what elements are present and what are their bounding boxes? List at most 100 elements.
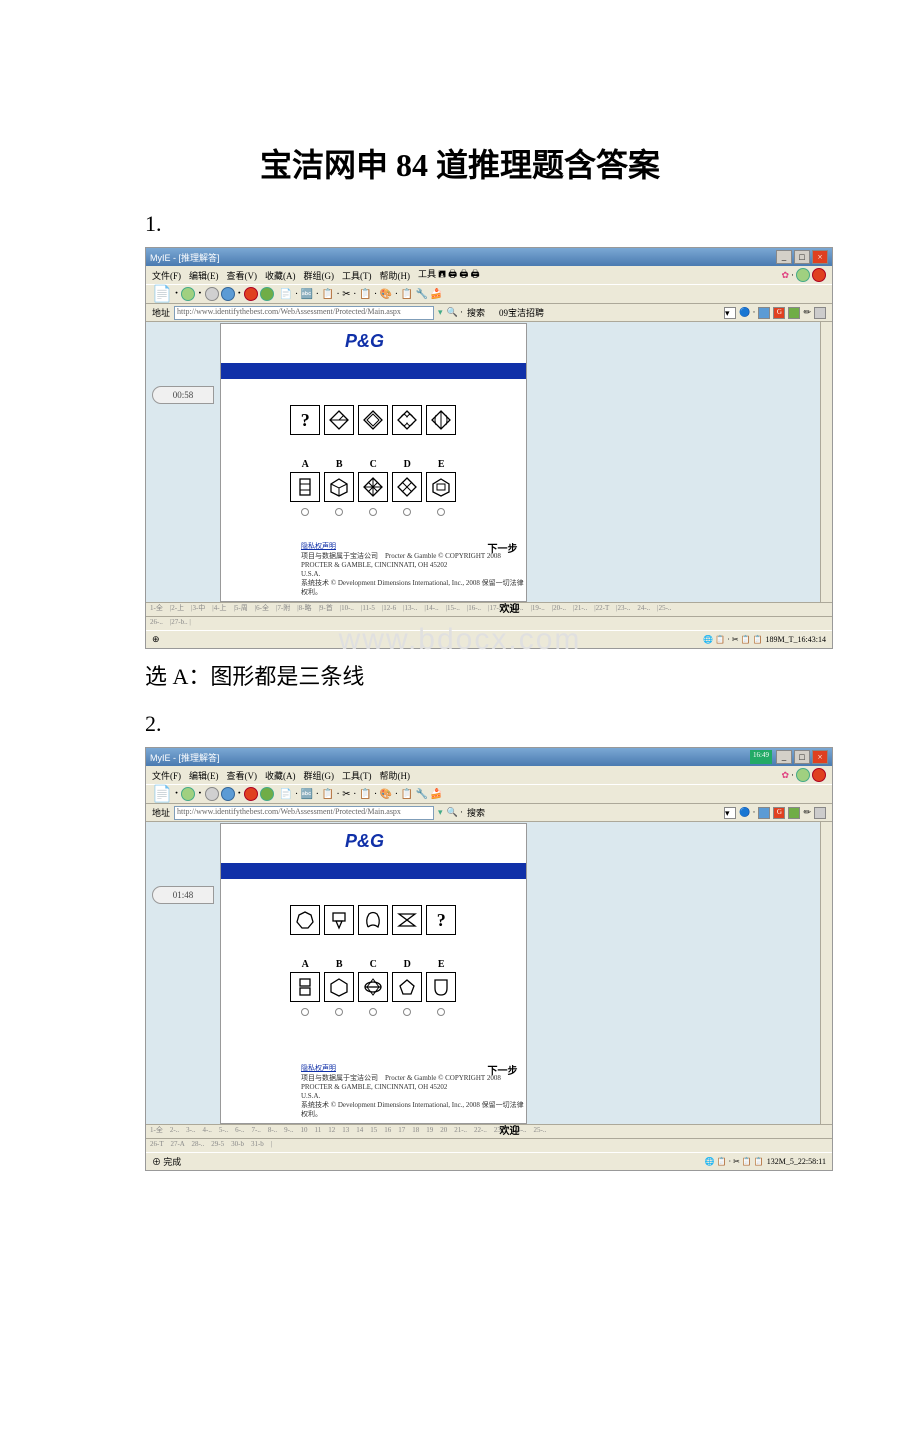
addr-icon-3[interactable] bbox=[758, 307, 770, 319]
option2-a-radio[interactable] bbox=[301, 1008, 309, 1016]
option2-d-radio[interactable] bbox=[403, 1008, 411, 1016]
menu-help[interactable]: 帮助(H) bbox=[380, 269, 411, 282]
menu-file-2[interactable]: 文件(F) bbox=[152, 769, 181, 782]
puzzle-shape-4 bbox=[392, 405, 422, 435]
stop-icon[interactable] bbox=[812, 268, 826, 282]
nav-blue-icon-2[interactable] bbox=[221, 787, 235, 801]
address-input[interactable]: http://www.identifythebest.com/WebAssess… bbox=[174, 306, 434, 320]
option2-b-radio[interactable] bbox=[335, 1008, 343, 1016]
nav-back-icon-2[interactable] bbox=[181, 787, 195, 801]
menu-tools-2[interactable]: 工具(T) bbox=[342, 769, 372, 782]
status-icons-2: 🌐 📋 · ✂ 📋 📋 bbox=[705, 1157, 764, 1166]
option-c-radio[interactable] bbox=[369, 508, 377, 516]
tab-bar-4[interactable]: 26-T 27-A 28-.. 29-5 30-b 31-b | bbox=[146, 1138, 832, 1152]
menu-bar-2: 文件(F) 编辑(E) 查看(V) 收藏(A) 群组(G) 工具(T) 帮助(H… bbox=[146, 766, 832, 784]
option-e-radio[interactable] bbox=[437, 508, 445, 516]
addr-icon-2b[interactable]: 🔵 · bbox=[739, 807, 755, 818]
close-button[interactable]: × bbox=[812, 250, 828, 264]
window-controls: _ □ × bbox=[776, 250, 828, 264]
privacy-link-2[interactable]: 隐私权声明 bbox=[301, 1064, 336, 1072]
back-icon-2[interactable] bbox=[796, 768, 810, 782]
option2-d-shape bbox=[392, 972, 422, 1002]
maximize-button[interactable]: □ bbox=[794, 250, 810, 264]
addr-icon-4[interactable]: G bbox=[773, 307, 785, 319]
addr-icon-5[interactable] bbox=[788, 307, 800, 319]
nav-back-icon[interactable] bbox=[181, 287, 195, 301]
menu-edit-2[interactable]: 编辑(E) bbox=[189, 769, 219, 782]
option2-b-label: B bbox=[336, 959, 343, 970]
tab-bar[interactable]: 1-全 |2-上 |3-中 |4-上 |5-周 |6-全 |7-附 |8-略 |… bbox=[146, 602, 832, 616]
addr-icon-4b[interactable]: G bbox=[773, 807, 785, 819]
option-a-radio[interactable] bbox=[301, 508, 309, 516]
option-d-radio[interactable] bbox=[403, 508, 411, 516]
toolbar-icons-2: 📄 · 🔤 · 📋 · ✂ · 📋 · 🎨 · 📋 🔧 🍰 bbox=[280, 789, 443, 800]
scrollbar[interactable] bbox=[820, 322, 832, 602]
tab-bar-3[interactable]: 1-全 2-.. 3-.. 4-.. 5-.. 6-.. 7-.. 8-.. 9… bbox=[146, 1124, 832, 1138]
go-icon-2[interactable]: ▾ bbox=[438, 807, 443, 818]
footer-tech: 系统技术 © Development Dimensions Internatio… bbox=[301, 579, 524, 596]
address-right-icons: ▾ 🔵 · G ✏ bbox=[724, 307, 826, 319]
addr-icon-2[interactable]: 🔵 · bbox=[739, 307, 755, 318]
flower-icon[interactable]: ✿ bbox=[781, 270, 789, 281]
option2-c-radio[interactable] bbox=[369, 1008, 377, 1016]
puzzle2-shape-4 bbox=[392, 905, 422, 935]
menu-file[interactable]: 文件(F) bbox=[152, 269, 181, 282]
nav-forward-icon-2[interactable] bbox=[205, 787, 219, 801]
toolbar-home-icon[interactable]: 📄 bbox=[152, 284, 172, 304]
nav-blue-icon[interactable] bbox=[221, 287, 235, 301]
tab-bar-2[interactable]: 26-.. |27-b.. | bbox=[146, 616, 832, 630]
status-right: 🌐 📋 · ✂ 📋 📋 189M_T_16:43:14 bbox=[703, 635, 826, 644]
addr-icon-7[interactable] bbox=[814, 307, 826, 319]
small-time-badge: 16:49 bbox=[750, 750, 772, 764]
addr-icon-1b[interactable]: ▾ bbox=[724, 807, 736, 819]
search-icon-2[interactable]: 🔍 · bbox=[447, 807, 463, 818]
menu-fav-2[interactable]: 收藏(A) bbox=[265, 769, 296, 782]
option2-e-radio[interactable] bbox=[437, 1008, 445, 1016]
menu-right-icons: ✿ · bbox=[781, 268, 826, 282]
addr-icon-6b[interactable]: ✏ bbox=[803, 807, 811, 818]
option-c-label: C bbox=[370, 459, 377, 470]
stop-icon-2[interactable] bbox=[812, 768, 826, 782]
back-icon[interactable] bbox=[796, 268, 810, 282]
addr-icon-7b[interactable] bbox=[814, 807, 826, 819]
main-panel-2: P&G 欢迎 ? A B bbox=[220, 823, 527, 1124]
scrollbar-2[interactable] bbox=[820, 822, 832, 1124]
screenshot-2: MyIE - [推理解答] 16:49 _ □ × 文件(F) 编辑(E) 查看… bbox=[145, 747, 833, 1171]
nav-forward-icon[interactable] bbox=[205, 287, 219, 301]
close-button-2[interactable]: × bbox=[812, 750, 828, 764]
menu-edit[interactable]: 编辑(E) bbox=[189, 269, 219, 282]
minimize-button[interactable]: _ bbox=[776, 250, 792, 264]
addr-icon-3b[interactable] bbox=[758, 807, 770, 819]
go-icon[interactable]: ▾ bbox=[438, 307, 443, 318]
svg-text:P&G: P&G bbox=[345, 831, 384, 851]
option-b-radio[interactable] bbox=[335, 508, 343, 516]
footer-text: 隐私权声明 项目与数据属于宝洁公司 Procter & Gamble © COP… bbox=[301, 542, 526, 597]
minimize-button-2[interactable]: _ bbox=[776, 750, 792, 764]
nav-stop-icon[interactable] bbox=[244, 287, 258, 301]
option-b-shape bbox=[324, 472, 354, 502]
addr-icon-6[interactable]: ✏ bbox=[803, 307, 811, 318]
address-input-2[interactable]: http://www.identifythebest.com/WebAssess… bbox=[174, 806, 434, 820]
nav-refresh-icon-2[interactable] bbox=[260, 787, 274, 801]
puzzle2-question: ? bbox=[426, 905, 456, 935]
menu-view-2[interactable]: 查看(V) bbox=[227, 769, 258, 782]
nav-stop-icon-2[interactable] bbox=[244, 787, 258, 801]
menu-tools[interactable]: 工具(T) bbox=[342, 269, 372, 282]
nav-refresh-icon[interactable] bbox=[260, 287, 274, 301]
addr-icon-5b[interactable] bbox=[788, 807, 800, 819]
privacy-link[interactable]: 隐私权声明 bbox=[301, 542, 336, 550]
menu-group[interactable]: 群组(G) bbox=[304, 269, 335, 282]
menu-fav[interactable]: 收藏(A) bbox=[265, 269, 296, 282]
maximize-button-2[interactable]: □ bbox=[794, 750, 810, 764]
option2-c-label: C bbox=[370, 959, 377, 970]
menu-view[interactable]: 查看(V) bbox=[227, 269, 258, 282]
menu-group-2[interactable]: 群组(G) bbox=[304, 769, 335, 782]
flower-icon-2[interactable]: ✿ bbox=[781, 770, 789, 781]
toolbar-home-icon-2[interactable]: 📄 bbox=[152, 784, 172, 804]
option-a: A bbox=[290, 459, 320, 516]
puzzle-row: ? bbox=[221, 405, 526, 435]
addr-icon-1[interactable]: ▾ bbox=[724, 307, 736, 319]
blue-bar bbox=[221, 363, 526, 379]
search-icon[interactable]: 🔍 · bbox=[447, 307, 463, 318]
menu-help-2[interactable]: 帮助(H) bbox=[380, 769, 411, 782]
